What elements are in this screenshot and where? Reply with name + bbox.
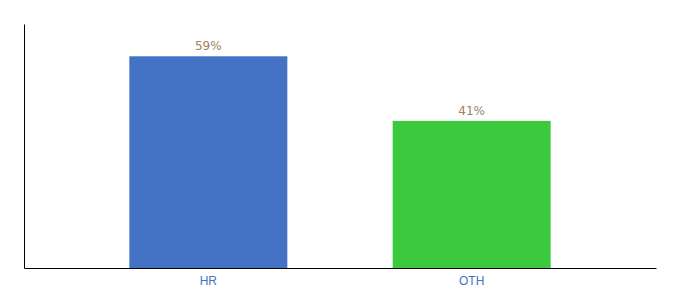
- x-tick: OTH: [459, 274, 484, 288]
- x-tick-label: HR: [200, 274, 218, 288]
- data-labels: 59% 41%: [195, 39, 485, 118]
- bar: [393, 121, 551, 268]
- data-label: 59%: [195, 39, 222, 53]
- chart-svg: 59% 41% HR OTH: [0, 0, 680, 300]
- x-axis: HR OTH: [25, 269, 657, 288]
- y-axis-line: [24, 25, 25, 269]
- bar: [129, 56, 287, 268]
- bars: [129, 56, 550, 268]
- chart-container: 59% 41% HR OTH: [0, 0, 680, 300]
- x-tick-label: OTH: [459, 274, 484, 288]
- x-axis-line: [25, 268, 657, 269]
- y-axis: [24, 25, 25, 269]
- x-tick: HR: [200, 274, 218, 288]
- plot-area: 59% 41% HR OTH: [25, 25, 657, 288]
- data-label: 41%: [458, 104, 485, 118]
